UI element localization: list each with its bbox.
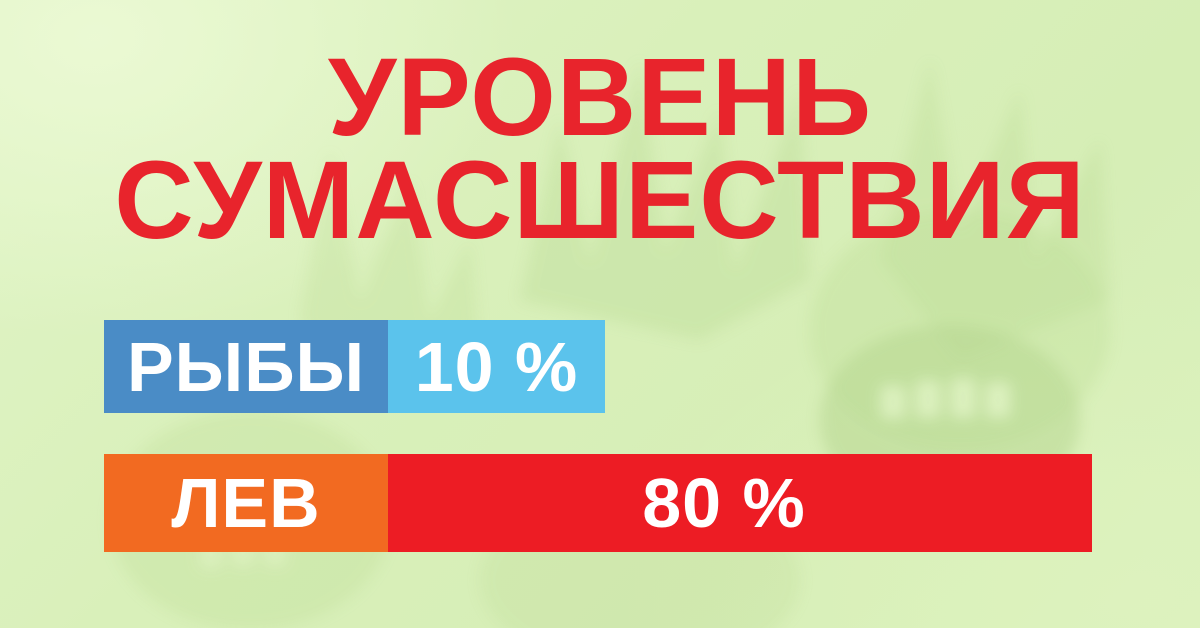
leo-label: ЛЕВ (171, 464, 321, 542)
pisces-value: 10 % (414, 327, 579, 406)
pisces-label: РЫБЫ (126, 327, 366, 406)
title-line-2: СУМАСШЕСТВИЯ (114, 139, 1086, 263)
title-line-1: УРОВЕНЬ (327, 36, 873, 159)
pisces-label-box: РЫБЫ (104, 320, 388, 413)
leo-value-bar: 80 % (388, 454, 1092, 552)
leo-label-box: ЛЕВ (104, 454, 388, 552)
bar-row-pisces: РЫБЫ 10 % (104, 320, 605, 413)
madness-bar-chart: РЫБЫ 10 % ЛЕВ 80 % (104, 0, 1200, 628)
pisces-value-bar: 10 % (388, 320, 605, 413)
page-title: УРОВЕНЬ СУМАСШЕСТВИЯ (0, 43, 1200, 256)
bar-row-leo: ЛЕВ 80 % (104, 454, 1092, 552)
leo-value: 80 % (642, 464, 806, 542)
